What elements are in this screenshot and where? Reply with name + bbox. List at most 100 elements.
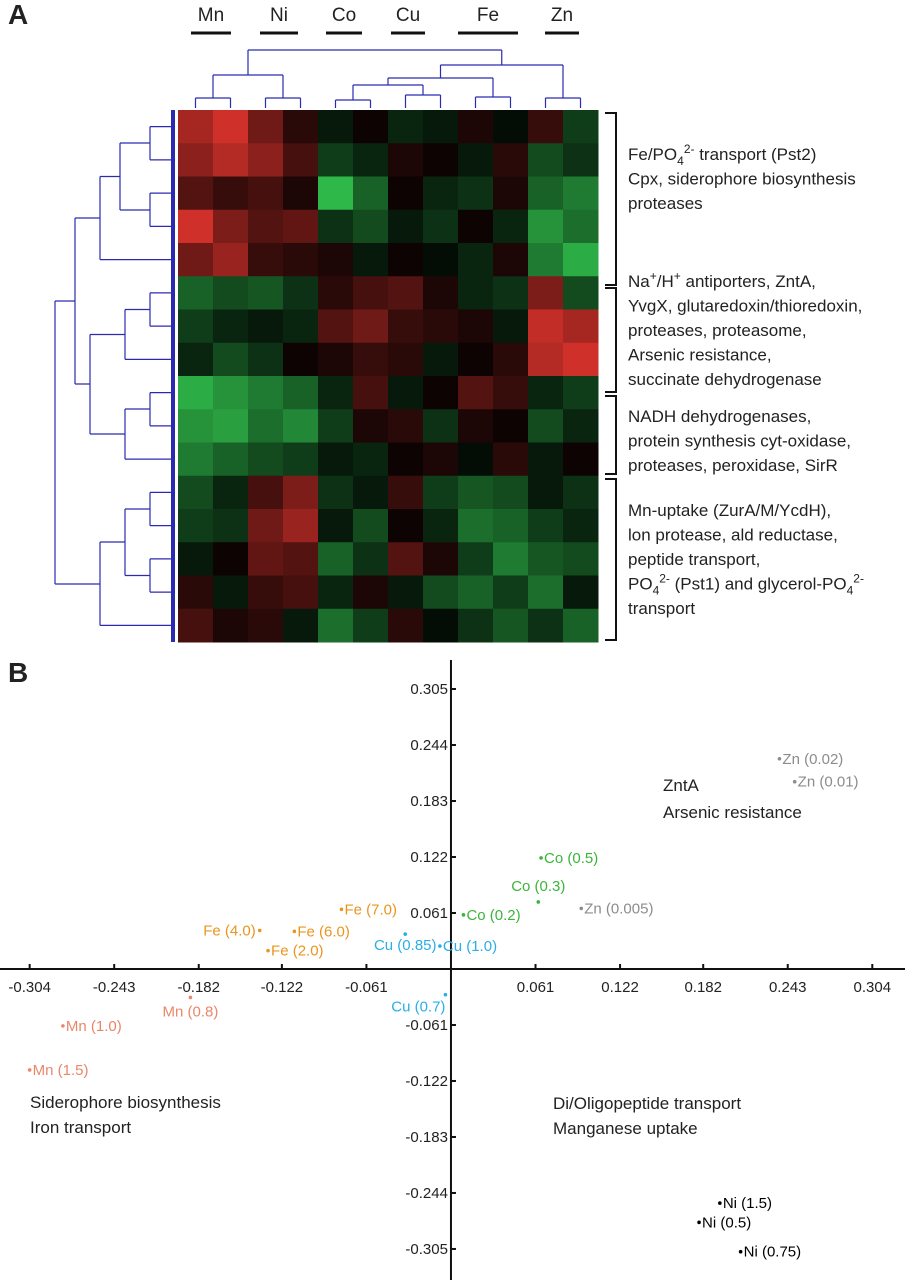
heatmap-cell bbox=[458, 176, 494, 211]
heatmap-cell bbox=[248, 176, 284, 211]
heatmap-cell bbox=[528, 608, 564, 643]
cluster-label-part: (Pst1) and glycerol-PO bbox=[670, 575, 847, 594]
heatmap-cell bbox=[388, 276, 424, 310]
cluster-label-part: Fe/PO bbox=[628, 145, 677, 164]
heatmap-cell bbox=[563, 376, 599, 410]
point bbox=[461, 913, 466, 917]
point-label: Fe (2.0) bbox=[271, 943, 324, 960]
point-label: Zn (0.005) bbox=[584, 900, 653, 917]
cluster-brackets bbox=[605, 112, 617, 641]
point bbox=[718, 1201, 722, 1205]
cluster-label: Arsenic resistance, bbox=[628, 346, 772, 365]
cluster-label: proteases bbox=[628, 194, 703, 213]
heatmap-cell bbox=[563, 143, 599, 177]
heatmap-cell bbox=[283, 442, 319, 477]
heatmap-cell bbox=[563, 276, 599, 310]
point-label: Co (0.2) bbox=[466, 907, 520, 924]
quadrant-annotation: Iron transport bbox=[30, 1118, 131, 1137]
heatmap-cell bbox=[283, 409, 319, 443]
heatmap-cell bbox=[388, 176, 424, 211]
heatmap-cell bbox=[493, 209, 529, 244]
heatmap-cell bbox=[283, 475, 319, 510]
x-tick-label: 0.122 bbox=[601, 979, 639, 996]
heatmap-cell bbox=[248, 276, 284, 310]
cluster-label-part: succinate dehydrogenase bbox=[628, 370, 822, 389]
point-label: Fe (6.0) bbox=[297, 923, 350, 940]
point bbox=[738, 1249, 743, 1254]
point bbox=[339, 907, 344, 912]
point bbox=[188, 995, 193, 1000]
y-tick-label: 0.183 bbox=[410, 793, 448, 810]
heatmap-cell bbox=[423, 110, 459, 144]
heatmap-cell bbox=[318, 176, 354, 211]
heatmap-cell bbox=[563, 409, 599, 443]
heatmap-cell bbox=[423, 143, 459, 177]
point-label: Zn (0.02) bbox=[782, 751, 843, 768]
point bbox=[403, 932, 408, 936]
point bbox=[61, 1024, 65, 1028]
heatmap-cell bbox=[283, 342, 319, 377]
heatmap-cell bbox=[283, 509, 319, 543]
heatmap-cell bbox=[353, 542, 389, 576]
heatmap-cell bbox=[528, 575, 564, 610]
heatmap-cell bbox=[423, 575, 459, 610]
heatmap-cell bbox=[563, 309, 599, 344]
cluster-label: protein synthesis cyt-oxidase, bbox=[628, 432, 851, 451]
heatmap-cell bbox=[318, 542, 354, 576]
point-label: Co (0.5) bbox=[544, 850, 598, 867]
heatmap-cell bbox=[248, 442, 284, 477]
heatmap-cell bbox=[213, 342, 249, 377]
heatmap-cell bbox=[528, 110, 564, 144]
cluster-label-part: 2- bbox=[659, 572, 670, 586]
cluster-label-part: + bbox=[674, 269, 681, 283]
heatmap-cell bbox=[493, 276, 529, 310]
point-label: Zn (0.01) bbox=[798, 774, 859, 791]
point-label: Cu (1.0) bbox=[443, 938, 497, 955]
cluster-label-part: Arsenic resistance, bbox=[628, 346, 772, 365]
x-tick-label: -0.304 bbox=[8, 979, 51, 996]
heatmap-cell bbox=[388, 376, 424, 410]
heatmap-cell bbox=[528, 143, 564, 177]
heatmap-cell bbox=[248, 575, 284, 610]
heatmap-cell bbox=[353, 442, 389, 477]
heatmap-cell bbox=[423, 409, 459, 443]
cluster-label: NADH dehydrogenases, bbox=[628, 407, 811, 426]
x-tick-label: 0.061 bbox=[517, 979, 555, 996]
heatmap-cell bbox=[458, 608, 494, 643]
cluster-label-part: 4 bbox=[677, 154, 684, 168]
heatmap-cell bbox=[178, 475, 214, 510]
heatmap-cell bbox=[493, 376, 529, 410]
heatmap-cell bbox=[283, 309, 319, 344]
heatmap-cell bbox=[458, 542, 494, 576]
heatmap-cell bbox=[493, 575, 529, 610]
heatmap-cell bbox=[353, 608, 389, 643]
cluster-label-part: 4 bbox=[847, 584, 854, 598]
heatmap-cell bbox=[528, 243, 564, 277]
heatmap-cell bbox=[353, 243, 389, 277]
heatmap-cell bbox=[423, 376, 459, 410]
heatmap-cell bbox=[248, 342, 284, 377]
heatmap-cell bbox=[458, 243, 494, 277]
point bbox=[697, 1220, 701, 1225]
heatmap-cell bbox=[458, 575, 494, 610]
heatmap-cell bbox=[423, 209, 459, 244]
cluster-label: Mn-uptake (ZurA/M/YcdH), bbox=[628, 501, 831, 520]
heatmap-cell bbox=[213, 475, 249, 510]
heatmap-cell bbox=[283, 575, 319, 610]
cluster-label: YvgX, glutaredoxin/thioredoxin, bbox=[628, 297, 862, 316]
heatmap-cell bbox=[213, 409, 249, 443]
heatmap-cell bbox=[178, 409, 214, 443]
cluster-label: peptide transport, bbox=[628, 550, 760, 569]
heatmap-cell bbox=[248, 376, 284, 410]
y-tick-label: -0.122 bbox=[405, 1073, 448, 1090]
heatmap-cell bbox=[563, 475, 599, 510]
heatmap-cell bbox=[248, 209, 284, 244]
heatmap-cell bbox=[283, 608, 319, 643]
heatmap-cell bbox=[318, 376, 354, 410]
cluster-label-part: 2- bbox=[684, 142, 695, 156]
heatmap-cell bbox=[493, 542, 529, 576]
y-tick-label: -0.305 bbox=[405, 1241, 448, 1258]
column-group-label: Co bbox=[332, 5, 356, 26]
heatmap-cell bbox=[458, 110, 494, 144]
